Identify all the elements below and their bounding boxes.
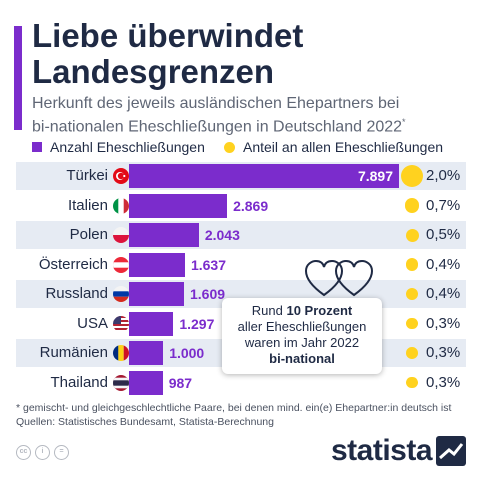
share-value-label: 0,5%	[426, 226, 461, 243]
callout-line-1-bold: 10 Prozent	[286, 303, 353, 318]
footnote: * gemischt- und gleichgeschlechtliche Pa…	[16, 401, 476, 429]
legend: Anzahl Eheschließungen Anteil an allen E…	[32, 139, 470, 157]
hearts-icon	[304, 259, 374, 297]
share-value-label: 2,0%	[426, 167, 461, 184]
subtitle-text: Herkunft des jeweils ausländischen Ehepa…	[32, 95, 403, 136]
bar	[129, 370, 163, 395]
share-value-label: 0,3%	[426, 314, 461, 332]
license-icons: cc i =	[16, 445, 69, 460]
bar	[129, 223, 199, 247]
callout-line-4: bi-national	[222, 351, 382, 367]
equals-icon[interactable]: =	[54, 445, 69, 460]
title-accent-bar	[14, 26, 22, 130]
share-dot	[405, 287, 419, 301]
category-label: USA	[77, 314, 108, 332]
legend-share-label: Anteil an allen Eheschließungen	[243, 139, 444, 155]
flag-romania-icon	[113, 345, 129, 361]
share-dot	[401, 165, 423, 187]
legend-count: Anzahl Eheschließungen	[32, 139, 205, 155]
share-value-label: 0,3%	[426, 344, 461, 361]
bar-value-label: 987	[168, 374, 193, 391]
statista-logo-icon	[436, 436, 467, 466]
chart-row: Österreich 1.637 0,4%	[16, 251, 466, 279]
share-dot	[405, 258, 419, 271]
brand-wordmark: statista	[331, 434, 433, 467]
legend-dot-icon	[224, 141, 235, 153]
bar-value-label: 1.297	[179, 315, 215, 332]
category-label: Russland	[45, 285, 108, 302]
legend-count-label: Anzahl Eheschließungen	[50, 139, 205, 155]
share-dot	[406, 376, 418, 389]
legend-square-icon	[32, 142, 42, 152]
flag-austria-icon	[113, 256, 129, 273]
by-icon[interactable]: i	[35, 445, 50, 460]
bar	[129, 282, 184, 306]
bar-chart: Türkei 7.897 2,0% Italien 2.869 0,7% Polen 2.04…	[0, 162, 480, 398]
share-dot	[404, 198, 420, 213]
sources-text: Quellen: Statistisches Bundesamt, Statis…	[16, 416, 274, 428]
info-callout: Rund 10 Prozent aller Eheschließungen wa…	[222, 298, 382, 374]
bar-value-label: 2.869	[233, 197, 269, 214]
bar-value-label: 1.000	[169, 345, 205, 361]
category-label: Türkei	[66, 167, 108, 184]
subtitle-footnote-marker: *	[402, 117, 406, 127]
bar	[129, 341, 164, 365]
footnote-text: * gemischt- und gleichgeschlechtliche Pa…	[16, 402, 452, 414]
chart-subtitle: Herkunft des jeweils ausländischen Ehepa…	[32, 94, 472, 136]
chart-row: Türkei 7.897 2,0%	[16, 162, 466, 190]
bar	[129, 193, 228, 218]
chart-row: Italien 2.869 0,7%	[16, 192, 466, 220]
share-dot	[406, 317, 418, 330]
bar-value-label: 7.897	[357, 168, 393, 184]
flag-turkey-icon	[113, 168, 129, 184]
share-value-label: 0,3%	[426, 373, 461, 391]
flag-russia-icon	[113, 286, 129, 302]
cc-icon[interactable]: cc	[16, 445, 31, 460]
callout-line-2: aller Eheschließungen	[237, 319, 367, 334]
chart-row: Thailand 987 0,3%	[16, 369, 466, 397]
bar	[129, 252, 185, 277]
share-dot	[406, 347, 418, 359]
flag-usa-icon	[113, 315, 129, 332]
bar	[129, 164, 399, 188]
chart-row: USA 1.297 0,3%	[16, 310, 466, 338]
category-label: Thailand	[50, 373, 108, 391]
callout-line-1-prefix: Rund	[251, 303, 287, 318]
brand-logo[interactable]: statista	[331, 434, 467, 468]
category-label: Österreich	[38, 255, 108, 273]
share-value-label: 0,4%	[426, 255, 461, 273]
bar-value-label: 1.609	[190, 286, 226, 302]
share-value-label: 0,4%	[426, 285, 461, 302]
category-label: Polen	[69, 226, 108, 243]
callout-line-3: waren im Jahr 2022	[244, 335, 360, 350]
flag-poland-icon	[113, 227, 129, 243]
callout-line-4-bold: bi-national	[269, 351, 335, 366]
chart-title: Liebe überwindet Landesgrenzen	[32, 17, 304, 90]
share-value-label: 0,7%	[426, 196, 461, 214]
bar-value-label: 2.043	[204, 227, 240, 243]
callout-line-1: Rund 10 Prozent	[222, 303, 382, 319]
bar-value-label: 1.637	[190, 256, 227, 273]
chart-row: Polen 2.043 0,5%	[16, 221, 466, 249]
category-label: Italien	[67, 196, 108, 214]
flag-thailand-icon	[113, 374, 129, 391]
share-dot	[405, 228, 419, 242]
bar	[129, 311, 174, 336]
category-label: Rumänien	[39, 344, 108, 361]
legend-share: Anteil an allen Eheschließungen	[224, 139, 443, 155]
flag-italy-icon	[113, 197, 129, 214]
